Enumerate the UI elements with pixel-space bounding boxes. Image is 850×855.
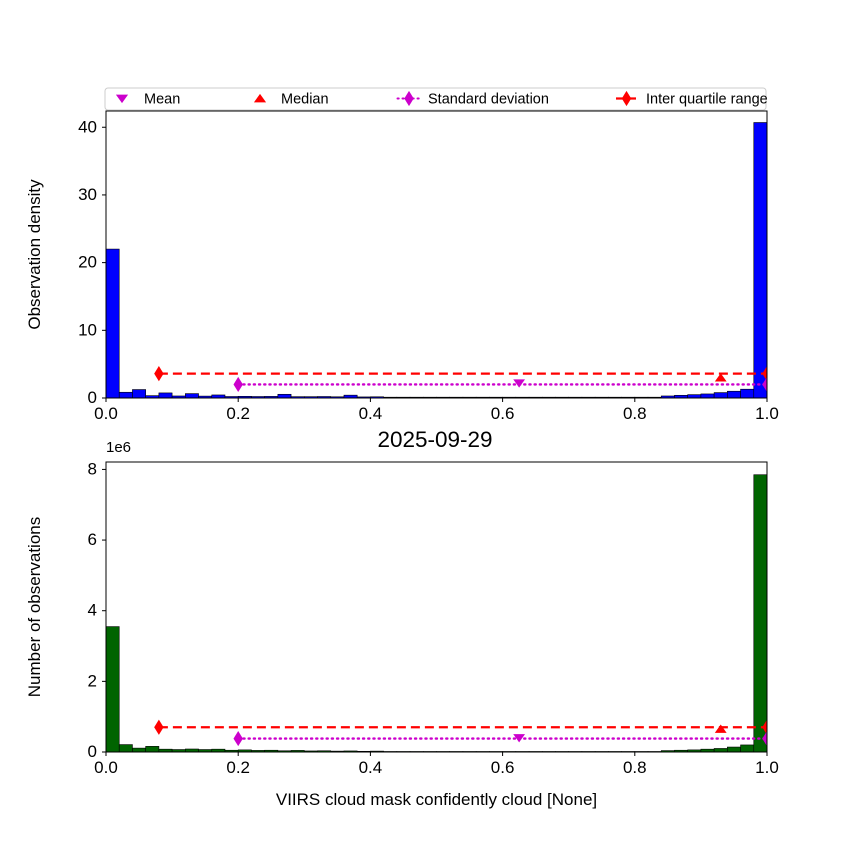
svg-text:Observation density: Observation density <box>25 179 44 330</box>
svg-text:2: 2 <box>88 671 97 690</box>
svg-text:10: 10 <box>78 320 97 339</box>
svg-text:0.4: 0.4 <box>359 404 383 423</box>
svg-text:2025-09-29: 2025-09-29 <box>377 427 492 452</box>
svg-text:0.6: 0.6 <box>491 404 515 423</box>
svg-text:Mean: Mean <box>144 92 180 108</box>
svg-text:1e6: 1e6 <box>106 439 131 456</box>
svg-text:Inter quartile range: Inter quartile range <box>646 92 768 108</box>
svg-text:0.2: 0.2 <box>226 404 250 423</box>
svg-text:VIIRS cloud mask confidently c: VIIRS cloud mask confidently cloud [None… <box>276 790 597 809</box>
svg-text:8: 8 <box>88 459 97 478</box>
svg-text:40: 40 <box>78 117 97 136</box>
svg-text:0.8: 0.8 <box>623 404 647 423</box>
svg-text:0.0: 0.0 <box>94 758 118 777</box>
svg-text:1.0: 1.0 <box>755 404 779 423</box>
svg-text:0.8: 0.8 <box>623 758 647 777</box>
svg-text:0.4: 0.4 <box>359 758 383 777</box>
svg-text:0.2: 0.2 <box>226 758 250 777</box>
svg-text:6: 6 <box>88 530 97 549</box>
svg-text:1.0: 1.0 <box>755 758 779 777</box>
svg-text:Median: Median <box>281 92 329 108</box>
svg-text:30: 30 <box>78 185 97 204</box>
svg-text:0.0: 0.0 <box>94 404 118 423</box>
svg-text:Number of observations: Number of observations <box>25 517 44 697</box>
svg-text:4: 4 <box>88 601 97 620</box>
svg-text:0.6: 0.6 <box>491 758 515 777</box>
svg-text:20: 20 <box>78 253 97 272</box>
svg-text:Standard deviation: Standard deviation <box>428 92 549 108</box>
